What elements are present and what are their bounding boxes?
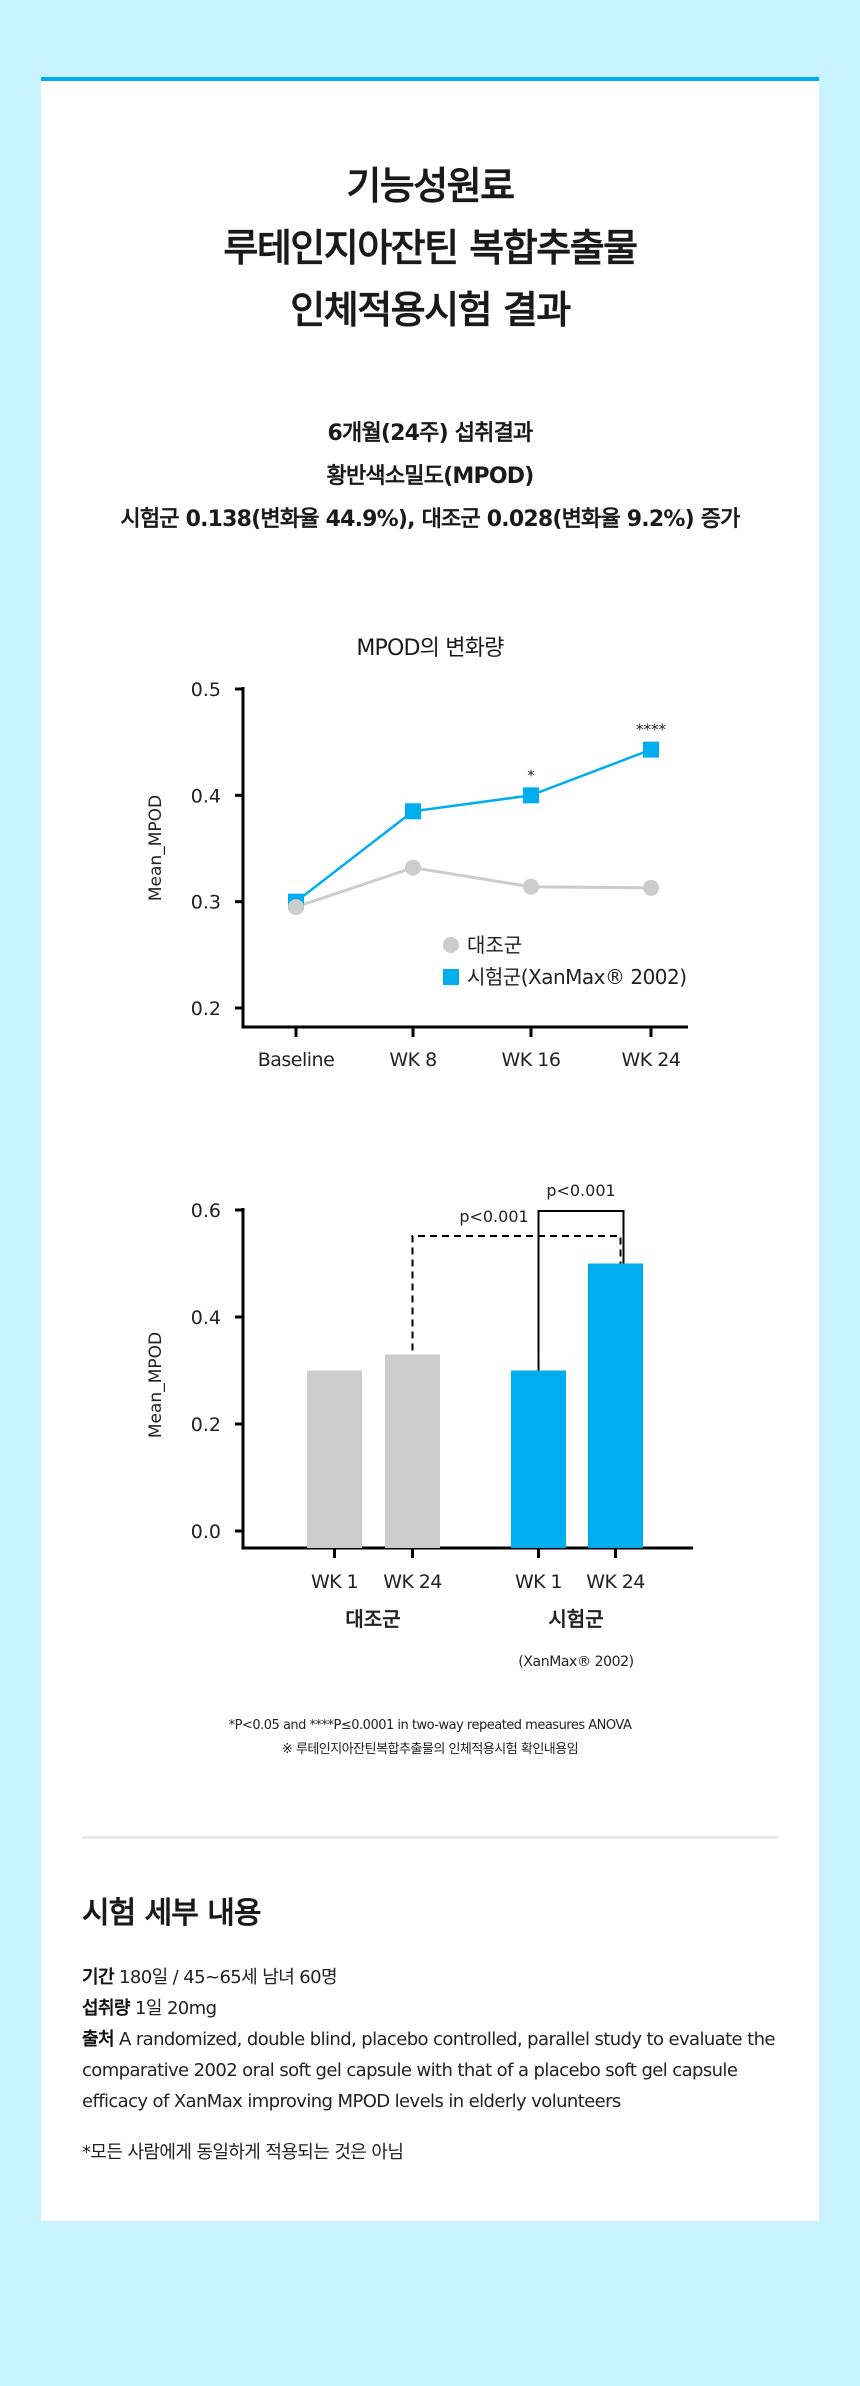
x-tick-label: WK 24 xyxy=(586,1571,645,1593)
data-point-square xyxy=(405,803,421,820)
y-tick-label: 0.3 xyxy=(191,892,221,914)
title-line-1: 기능성원료 xyxy=(346,164,515,208)
dose-label: 섭취량 xyxy=(82,1998,130,2019)
detail-dose: 섭취량 1일 20mg xyxy=(82,1993,782,2024)
legend-control-label: 대조군 xyxy=(467,933,522,957)
detail-period: 기간 180일 / 45~65세 남녀 60명 xyxy=(82,1962,782,1993)
bar-chart-x-labels: WK 1 WK 24 대조군 WK 1 WK 24 시험군 (XanMax® 2002) xyxy=(311,1548,646,1670)
bar-chart-significance-brackets: p<0.001 p<0.001 xyxy=(411,1181,625,1371)
title-line-2: 루테인지아잔틴 복합추출물 xyxy=(223,226,638,270)
period-label: 기간 xyxy=(82,1967,115,1988)
series-line xyxy=(295,866,652,909)
mpod-bar-chart: Mean_MPOD 0.0 0.2 0.4 0.6 p<0.001 p<0.001 WK… xyxy=(146,1181,693,1670)
footnote-source-note: ※ 루테인지아잔틴복합추출물의 인체적용시험 확인내용임 xyxy=(281,1742,579,1757)
legend-test-label: 시험군(XanMax® 2002) xyxy=(467,965,687,989)
line-chart-axes: 0.2 0.3 0.4 0.5 Baseline WK 8 WK 16 WK 24 xyxy=(191,679,688,1071)
line-chart-series xyxy=(288,741,659,915)
bar-chart-y-axis-label: Mean_MPOD xyxy=(146,1332,166,1438)
x-tick-label: WK 16 xyxy=(502,1049,561,1071)
detail-source: 출처 A randomized, double blind, placebo c… xyxy=(82,2024,782,2117)
page-title: 기능성원료 루테인지아잔틴 복합추출물 인체적용시험 결과 xyxy=(0,155,860,341)
y-tick-label: 0.4 xyxy=(191,1307,221,1329)
x-tick-label: WK 8 xyxy=(389,1049,436,1071)
x-tick-label: WK 24 xyxy=(622,1049,681,1071)
source-value: A randomized, double blind, placebo cont… xyxy=(82,2029,776,2112)
group-label: 시험군 xyxy=(548,1607,603,1631)
legend-test-marker xyxy=(443,969,459,985)
y-tick-label: 0.2 xyxy=(191,998,221,1020)
title-line-3: 인체적용시험 결과 xyxy=(290,288,571,332)
section-divider xyxy=(82,1836,778,1839)
period-value: 180일 / 45~65세 남녀 60명 xyxy=(119,1967,338,1988)
bar-chart-bars xyxy=(307,1263,643,1548)
x-tick-label: WK 1 xyxy=(311,1571,358,1593)
solid-bracket xyxy=(537,1210,625,1371)
legend-control-marker xyxy=(443,937,459,953)
significance-marker: * xyxy=(527,766,535,784)
dose-value: 1일 20mg xyxy=(135,1998,217,2019)
bar xyxy=(588,1263,643,1548)
group-label: 대조군 xyxy=(345,1607,400,1631)
bar xyxy=(385,1354,440,1548)
line-chart-annotations: ***** xyxy=(527,721,666,785)
significance-marker: **** xyxy=(636,721,667,739)
content-card xyxy=(41,77,819,2221)
data-point-circle xyxy=(405,859,421,876)
bar xyxy=(511,1370,566,1548)
data-point-circle xyxy=(523,878,539,895)
mpod-line-chart: MPOD의 변화량 Mean_MPOD 0.2 0.3 0.4 0.5 Baseline… xyxy=(146,636,688,1071)
statistics-footnote: *P<0.05 and ****P≤0.0001 in two-way repe… xyxy=(0,1714,860,1762)
summary-line-1: 6개월(24주) 섭취결과 xyxy=(327,421,534,446)
group-sublabel: (XanMax® 2002) xyxy=(518,1654,633,1670)
bar xyxy=(307,1370,362,1548)
result-summary: 6개월(24주) 섭취결과 황반색소밀도(MPOD) 시험군 0.138(변화율… xyxy=(0,412,860,541)
y-tick-label: 0.2 xyxy=(191,1414,221,1436)
data-point-square xyxy=(523,787,539,804)
disclaimer-note: *모든 사람에게 동일하게 적용되는 것은 아님 xyxy=(82,2142,404,2163)
dashed-bracket xyxy=(411,1235,622,1351)
bracket-label: p<0.001 xyxy=(459,1207,528,1226)
line-chart-title: MPOD의 변화량 xyxy=(356,636,504,661)
y-tick-label: 0.0 xyxy=(191,1521,221,1543)
x-tick-label: Baseline xyxy=(258,1049,335,1071)
summary-line-2: 황반색소밀도(MPOD) xyxy=(326,464,535,489)
footnote-anova: *P<0.05 and ****P≤0.0001 in two-way repe… xyxy=(228,1718,632,1733)
study-details: 기간 180일 / 45~65세 남녀 60명 섭취량 1일 20mg 출처 A… xyxy=(82,1962,782,2117)
data-point-square xyxy=(643,741,659,758)
source-label: 출처 xyxy=(82,2029,115,2050)
data-point-circle xyxy=(643,879,659,896)
series-line xyxy=(295,748,652,903)
summary-line-3: 시험군 0.138(변화율 44.9%), 대조군 0.028(변화율 9.2%… xyxy=(120,507,740,532)
line-chart-y-axis-label: Mean_MPOD xyxy=(146,795,166,901)
x-tick-label: WK 1 xyxy=(515,1571,562,1593)
bracket-label: p<0.001 xyxy=(546,1181,615,1200)
y-tick-label: 0.4 xyxy=(191,785,221,807)
y-tick-label: 0.6 xyxy=(191,1200,221,1222)
x-tick-label: WK 24 xyxy=(383,1571,442,1593)
y-tick-label: 0.5 xyxy=(191,679,221,701)
details-heading: 시험 세부 내용 xyxy=(82,1896,261,1931)
data-point-circle xyxy=(288,898,304,915)
